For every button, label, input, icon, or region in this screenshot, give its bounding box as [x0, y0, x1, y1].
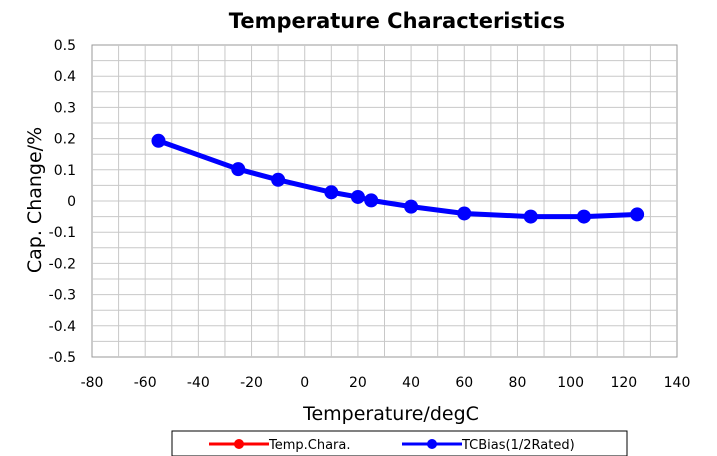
x-tick-label: 60 — [455, 375, 473, 391]
data-point — [523, 209, 538, 224]
legend-label-tcbias: TCBias(1/2Rated) — [461, 438, 575, 453]
x-tick-label: 140 — [664, 375, 691, 391]
x-tick-label: 20 — [349, 375, 367, 391]
chart-title: Temperature Characteristics — [229, 9, 565, 33]
horizontal-gridlines — [92, 60, 677, 342]
data-point — [364, 193, 379, 208]
data-point — [576, 209, 591, 224]
data-point — [404, 199, 419, 214]
x-tick-label: 120 — [610, 375, 637, 391]
x-tick-label: -80 — [81, 375, 104, 391]
x-tick-label: -60 — [134, 375, 157, 391]
y-tick-label: 0.4 — [54, 69, 76, 85]
data-point — [231, 162, 246, 177]
data-point — [151, 133, 166, 148]
y-axis-label: Cap. Change/% — [24, 127, 46, 273]
series-layer — [151, 133, 645, 224]
x-tick-label: 80 — [509, 375, 527, 391]
legend-marker-temp-chara — [234, 439, 244, 449]
data-point — [350, 189, 365, 204]
x-tick-label: -20 — [240, 375, 263, 391]
y-tick-label: -0.2 — [49, 256, 76, 272]
legend: Temp.Chara. TCBias(1/2Rated) — [171, 430, 628, 456]
y-tick-label: 0 — [67, 194, 76, 210]
x-tick-label: 40 — [402, 375, 420, 391]
x-tick-label: 0 — [300, 375, 309, 391]
y-tick-label: 0.5 — [54, 38, 76, 54]
data-point — [324, 185, 339, 200]
y-tick-label: 0.1 — [54, 163, 76, 179]
y-tick-label: -0.4 — [49, 319, 76, 335]
data-point — [630, 207, 645, 222]
x-tick-label: -40 — [187, 375, 210, 391]
y-tick-label: -0.5 — [49, 350, 76, 366]
y-tick-label: -0.3 — [49, 288, 76, 304]
y-tick-label: 0.2 — [54, 132, 76, 148]
y-axis-ticks: 0.5 0.4 0.3 0.2 0.1 0 -0.1 -0.2 -0.3 -0.4 -0.5 — [49, 38, 76, 366]
x-tick-label: 100 — [557, 375, 584, 391]
x-axis-ticks: -80 -60 -40 -20 0 20 40 60 80 100 120 140 — [81, 375, 691, 391]
y-tick-label: 0.3 — [54, 100, 76, 116]
legend-label-temp-chara: Temp.Chara. — [268, 438, 351, 453]
legend-marker-tcbias — [427, 439, 437, 449]
data-point — [457, 206, 472, 221]
y-tick-label: -0.1 — [49, 225, 76, 241]
data-point — [271, 172, 286, 187]
x-axis-label: Temperature/degC — [302, 403, 479, 425]
